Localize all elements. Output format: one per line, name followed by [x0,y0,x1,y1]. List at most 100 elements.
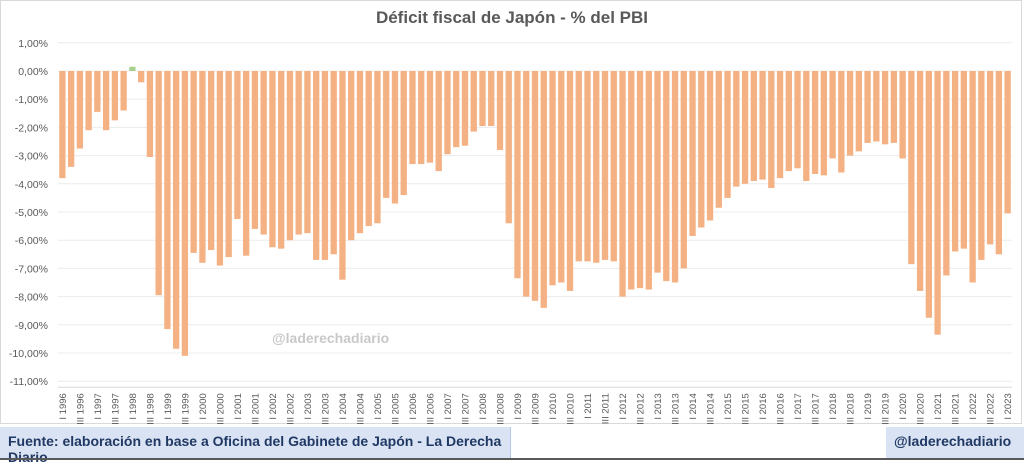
bar [76,71,84,149]
bar [838,71,845,173]
bar [829,71,836,159]
x-tick-label: I 1999 [163,393,174,419]
bar [593,71,600,263]
x-tick-label: III 2002 [285,393,296,425]
bar [951,71,959,252]
bar [724,71,731,198]
y-tick-label: -7,00% [15,263,48,275]
x-tick-label: I 2023 [1003,393,1014,419]
bar [855,71,862,152]
x-tick-label: I 2015 [723,393,734,419]
bar [671,71,679,283]
bar [881,71,889,145]
y-tick-label: -10,00% [9,348,48,360]
bar [348,71,355,241]
bar [803,71,810,181]
x-axis: I 1996 III 1996 I 1997 III 1997 I 1998 III 19… [58,386,1014,425]
bar [698,71,705,228]
bar [715,71,722,208]
bar [365,71,372,227]
y-tick-label: 1,00% [18,38,48,50]
bar [943,71,950,276]
bar [610,71,617,262]
x-tick-label: I 2020 [898,393,909,419]
y-tick-label: -4,00% [15,179,48,191]
bar [1004,71,1011,214]
x-tick-label: I 2021 [933,393,944,419]
x-tick-label: I 2011 [583,393,594,419]
bar [173,71,180,349]
bar [654,71,661,273]
x-tick-label: III 2019 [881,393,892,425]
bar [890,71,897,143]
x-tick-label: I 2022 [968,393,979,419]
bar [794,71,801,169]
x-tick-label: III 2009 [531,393,542,425]
bar [759,71,766,180]
x-tick-label: I 2008 [478,393,489,419]
bar [356,71,364,234]
x-tick-label: III 2005 [390,393,401,425]
bar [523,71,530,297]
bar [243,71,250,256]
bar [619,71,626,297]
x-tick-label: III 2001 [250,393,261,425]
source-footer: Fuente: elaboración en base a Oficina de… [0,427,511,465]
bar [470,71,477,132]
bar [400,71,407,196]
bar [488,71,495,126]
y-tick-label: -8,00% [15,292,48,304]
bar [566,71,574,291]
bar [558,71,565,283]
x-tick-label: III 2016 [776,393,787,425]
bar [750,71,757,181]
x-tick-label: I 2017 [793,393,804,419]
bar [820,71,827,176]
bars [59,66,1011,356]
x-tick-label: I 2001 [233,393,244,419]
bar [120,71,127,111]
bar [811,71,819,174]
bar [260,71,267,235]
bar [636,71,644,289]
x-tick-label: III 2006 [425,393,436,425]
bar [295,71,302,235]
bar-chart: 1,00% 0,00% -1,00% -2,00% -3,00% -4,00% -5,00%… [9,38,1014,425]
bar [216,71,224,266]
bar [461,71,469,146]
bar [313,71,320,260]
bar [208,71,215,251]
bar [925,71,933,318]
bar [67,71,75,167]
bar [155,71,162,296]
x-tick-label: III 2008 [495,393,506,425]
x-tick-label: III 2000 [215,393,226,425]
bar [496,71,504,150]
bar [960,71,968,249]
bar [339,71,346,280]
bar [85,71,92,131]
x-tick-label: III 2007 [460,393,471,425]
x-tick-label: I 2002 [268,393,279,419]
bar [584,71,591,262]
y-axis: 1,00% 0,00% -1,00% -2,00% -3,00% -4,00% -5,00%… [9,38,48,388]
x-tick-label: I 2007 [443,393,454,419]
x-tick-label: III 2017 [811,393,822,425]
bar [435,71,442,172]
bar [733,71,740,187]
bar [426,71,434,163]
bar [409,71,416,165]
bar [146,71,154,158]
bar [321,71,329,260]
bottom-rule [0,458,1024,460]
y-tick-label: -1,00% [15,94,48,106]
x-tick-label: I 2014 [688,393,699,419]
x-tick-label: III 2015 [741,393,752,425]
bar [540,71,547,308]
x-tick-label: III 1999 [180,393,191,425]
chart-title: Déficit fiscal de Japón - % del PBI [375,8,649,27]
bar [479,71,486,126]
bar [680,71,687,269]
x-tick-label: I 2010 [548,393,559,419]
x-tick-label: III 2021 [951,393,962,425]
